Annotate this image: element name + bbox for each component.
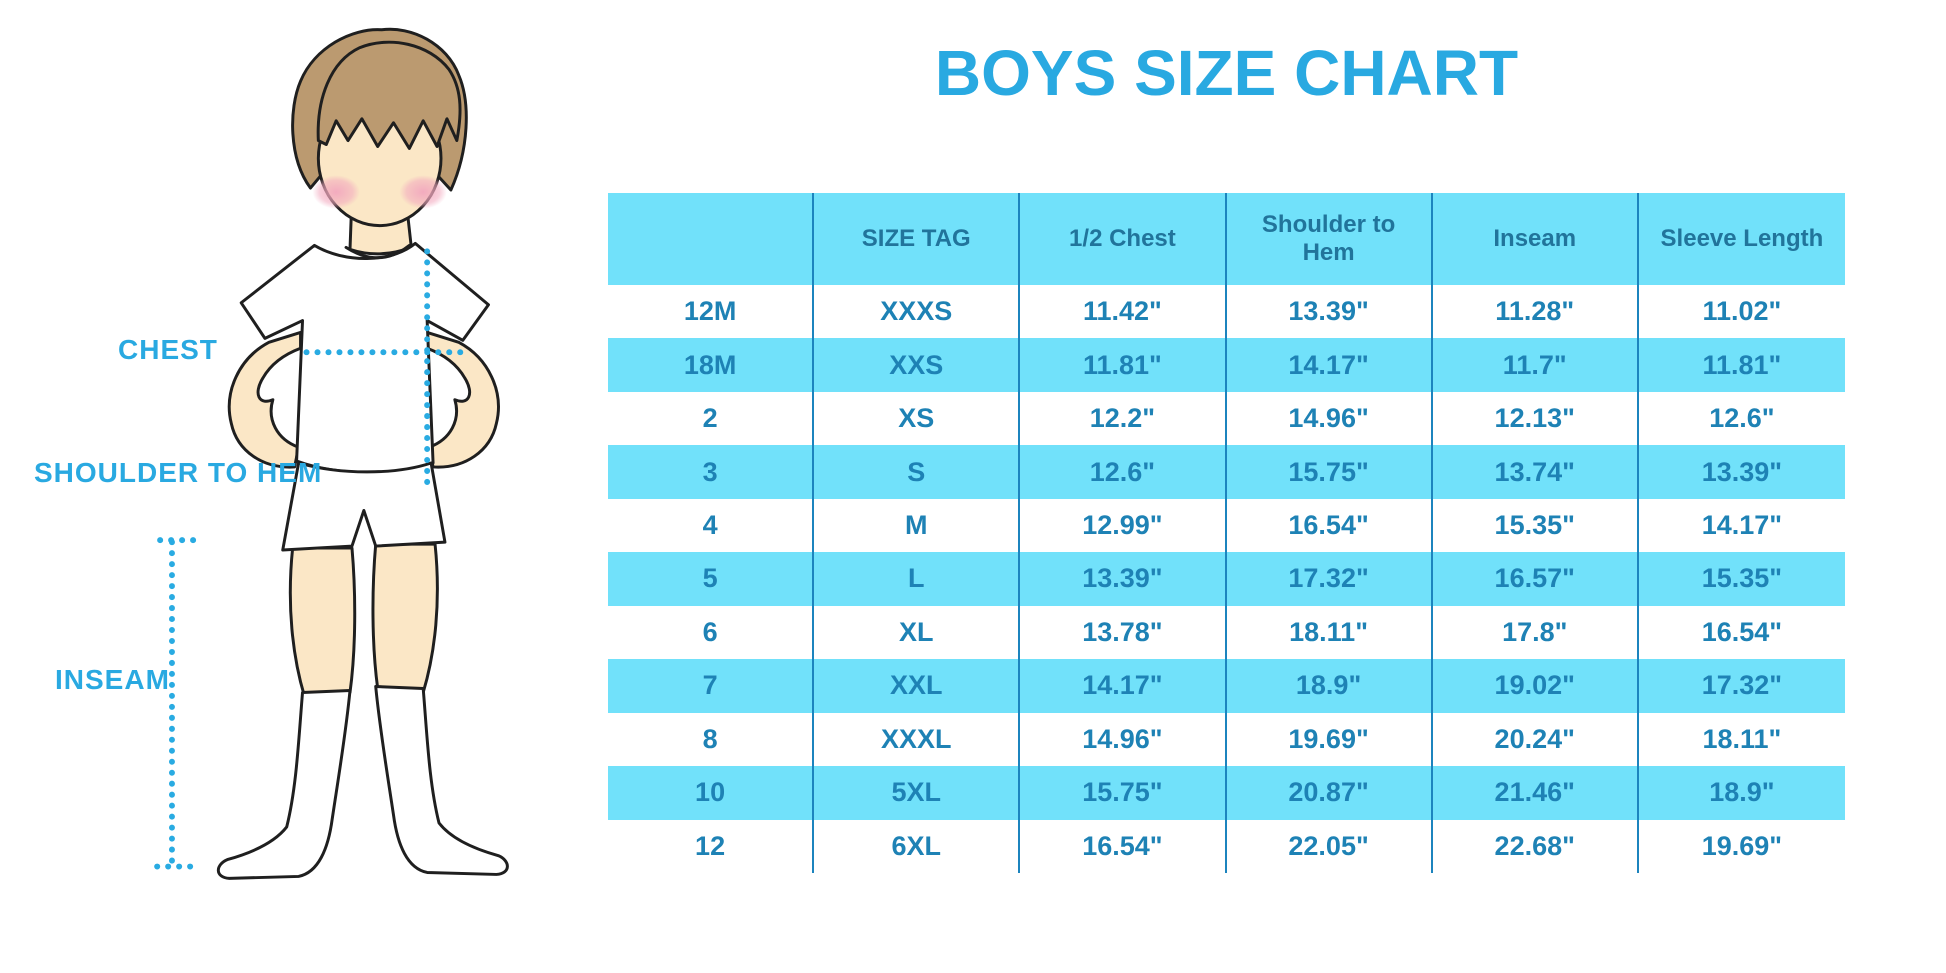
row-size-label: 7 <box>608 659 815 713</box>
page-title: BOYS SIZE CHART <box>934 37 1519 109</box>
table-cell: M <box>814 498 1021 553</box>
table-cell: 22.68" <box>1433 819 1639 873</box>
table-cell: L <box>814 552 1021 606</box>
table-cell: 16.54" <box>1701 616 1783 647</box>
table-cell: 14.96" <box>1020 712 1227 767</box>
blush-left <box>312 175 360 209</box>
row-size-label: 8 <box>608 712 815 767</box>
table-cell: 18.11" <box>1227 605 1433 660</box>
table-cell: 11.02" <box>1702 296 1782 327</box>
table-cell: XS <box>814 391 1021 446</box>
table-cell: 6XL <box>814 819 1021 873</box>
table-cell: 11.42" <box>1020 285 1227 339</box>
table-cell: 15.35" <box>1638 552 1845 606</box>
table-cell: 22.05" <box>1227 819 1433 873</box>
table-cell: 14.96" <box>1227 391 1433 446</box>
row-size-label: 12M <box>608 285 815 339</box>
table-cell: 16.57" <box>1432 552 1639 606</box>
leg-left <box>288 546 357 698</box>
table-cell: 19.69" <box>1701 830 1783 861</box>
table-cell: 14.17" <box>1226 338 1433 392</box>
table-cell: 19.69" <box>1227 712 1433 767</box>
column-header: SIZE TAG <box>814 193 1021 285</box>
table-cell: 19.02" <box>1432 659 1639 713</box>
sock-left <box>216 688 352 880</box>
table-cell: 20.24" <box>1433 712 1639 767</box>
table-cell: 21.46" <box>1432 766 1639 820</box>
table-cell: 11.81" <box>1638 338 1845 392</box>
row-size-label: 5 <box>608 552 815 606</box>
table-cell: 15.75" <box>1020 766 1227 820</box>
table-cell: 12.99" <box>1020 498 1227 553</box>
hair-fringe <box>316 40 462 150</box>
row-size-label: 10 <box>608 766 815 820</box>
table-cell: 12.6" <box>1709 403 1775 434</box>
table-cell: 16.54" <box>1020 819 1227 873</box>
column-header: 1/2 Chest <box>1020 193 1227 285</box>
table-cell: 11.81" <box>1020 338 1227 392</box>
table-cell: 12.13" <box>1433 391 1639 446</box>
table-cell: 12.6" <box>1020 445 1227 499</box>
row-size-label: 6 <box>608 605 815 660</box>
table-cell: 18.9" <box>1226 659 1433 713</box>
row-size-label: 18M <box>608 338 815 392</box>
row-size-label: 3 <box>608 445 815 499</box>
table-cell: 17.8" <box>1433 605 1639 660</box>
table-cell: 17.32" <box>1226 552 1433 606</box>
column-header: Inseam <box>1432 193 1639 285</box>
column-header: Sleeve Length <box>1638 193 1845 285</box>
table-cell: XL <box>814 605 1021 660</box>
table-cell: 13.39" <box>1227 285 1433 339</box>
arm-left <box>227 330 303 469</box>
column-header <box>608 193 815 285</box>
leg-right <box>371 542 439 694</box>
arm-right <box>425 330 500 469</box>
table-cell: S <box>814 445 1021 499</box>
column-header: Shoulder to Hem <box>1226 193 1433 285</box>
boy-measurement-illustration <box>154 27 509 880</box>
table-cell: 11.28" <box>1433 285 1639 339</box>
blush-right <box>399 175 447 209</box>
table-cell: 5XL <box>814 766 1021 820</box>
shorts <box>281 461 447 552</box>
table-cell: XXL <box>814 659 1021 713</box>
shoulder-to-hem-label: SHOULDER TO HEM <box>34 457 323 488</box>
table-cell: XXS <box>814 338 1021 392</box>
table-cell: XXXL <box>814 712 1021 767</box>
size-table: SIZE TAG 1/2 Chest Shoulder to Hem Inseam Sl… <box>608 193 1845 873</box>
table-cell: 13.39" <box>1638 445 1845 499</box>
table-cell: 14.17" <box>1020 659 1227 713</box>
table-cell: 14.17" <box>1701 510 1783 541</box>
table-cell: XXXS <box>814 285 1021 339</box>
table-cell: 18.11" <box>1702 723 1782 754</box>
table-cell: 15.35" <box>1433 498 1639 553</box>
collar-line <box>344 243 411 260</box>
row-size-label: 2 <box>608 391 815 446</box>
table-cell: 13.39" <box>1020 552 1227 606</box>
table-cell: 11.7" <box>1432 338 1639 392</box>
inseam-label: INSEAM <box>55 664 170 695</box>
row-size-label: 4 <box>608 498 815 553</box>
table-cell: 13.78" <box>1020 605 1227 660</box>
sock-right <box>374 685 509 876</box>
table-cell: 16.54" <box>1227 498 1433 553</box>
table-cell: 18.9" <box>1638 766 1845 820</box>
table-cell: 13.74" <box>1432 445 1639 499</box>
row-size-label: 12 <box>608 819 815 873</box>
chest-label: CHEST <box>118 334 218 365</box>
table-cell: 17.32" <box>1638 659 1845 713</box>
table-cell: 12.2" <box>1020 391 1227 446</box>
table-cell: 15.75" <box>1226 445 1433 499</box>
table-cell: 20.87" <box>1226 766 1433 820</box>
